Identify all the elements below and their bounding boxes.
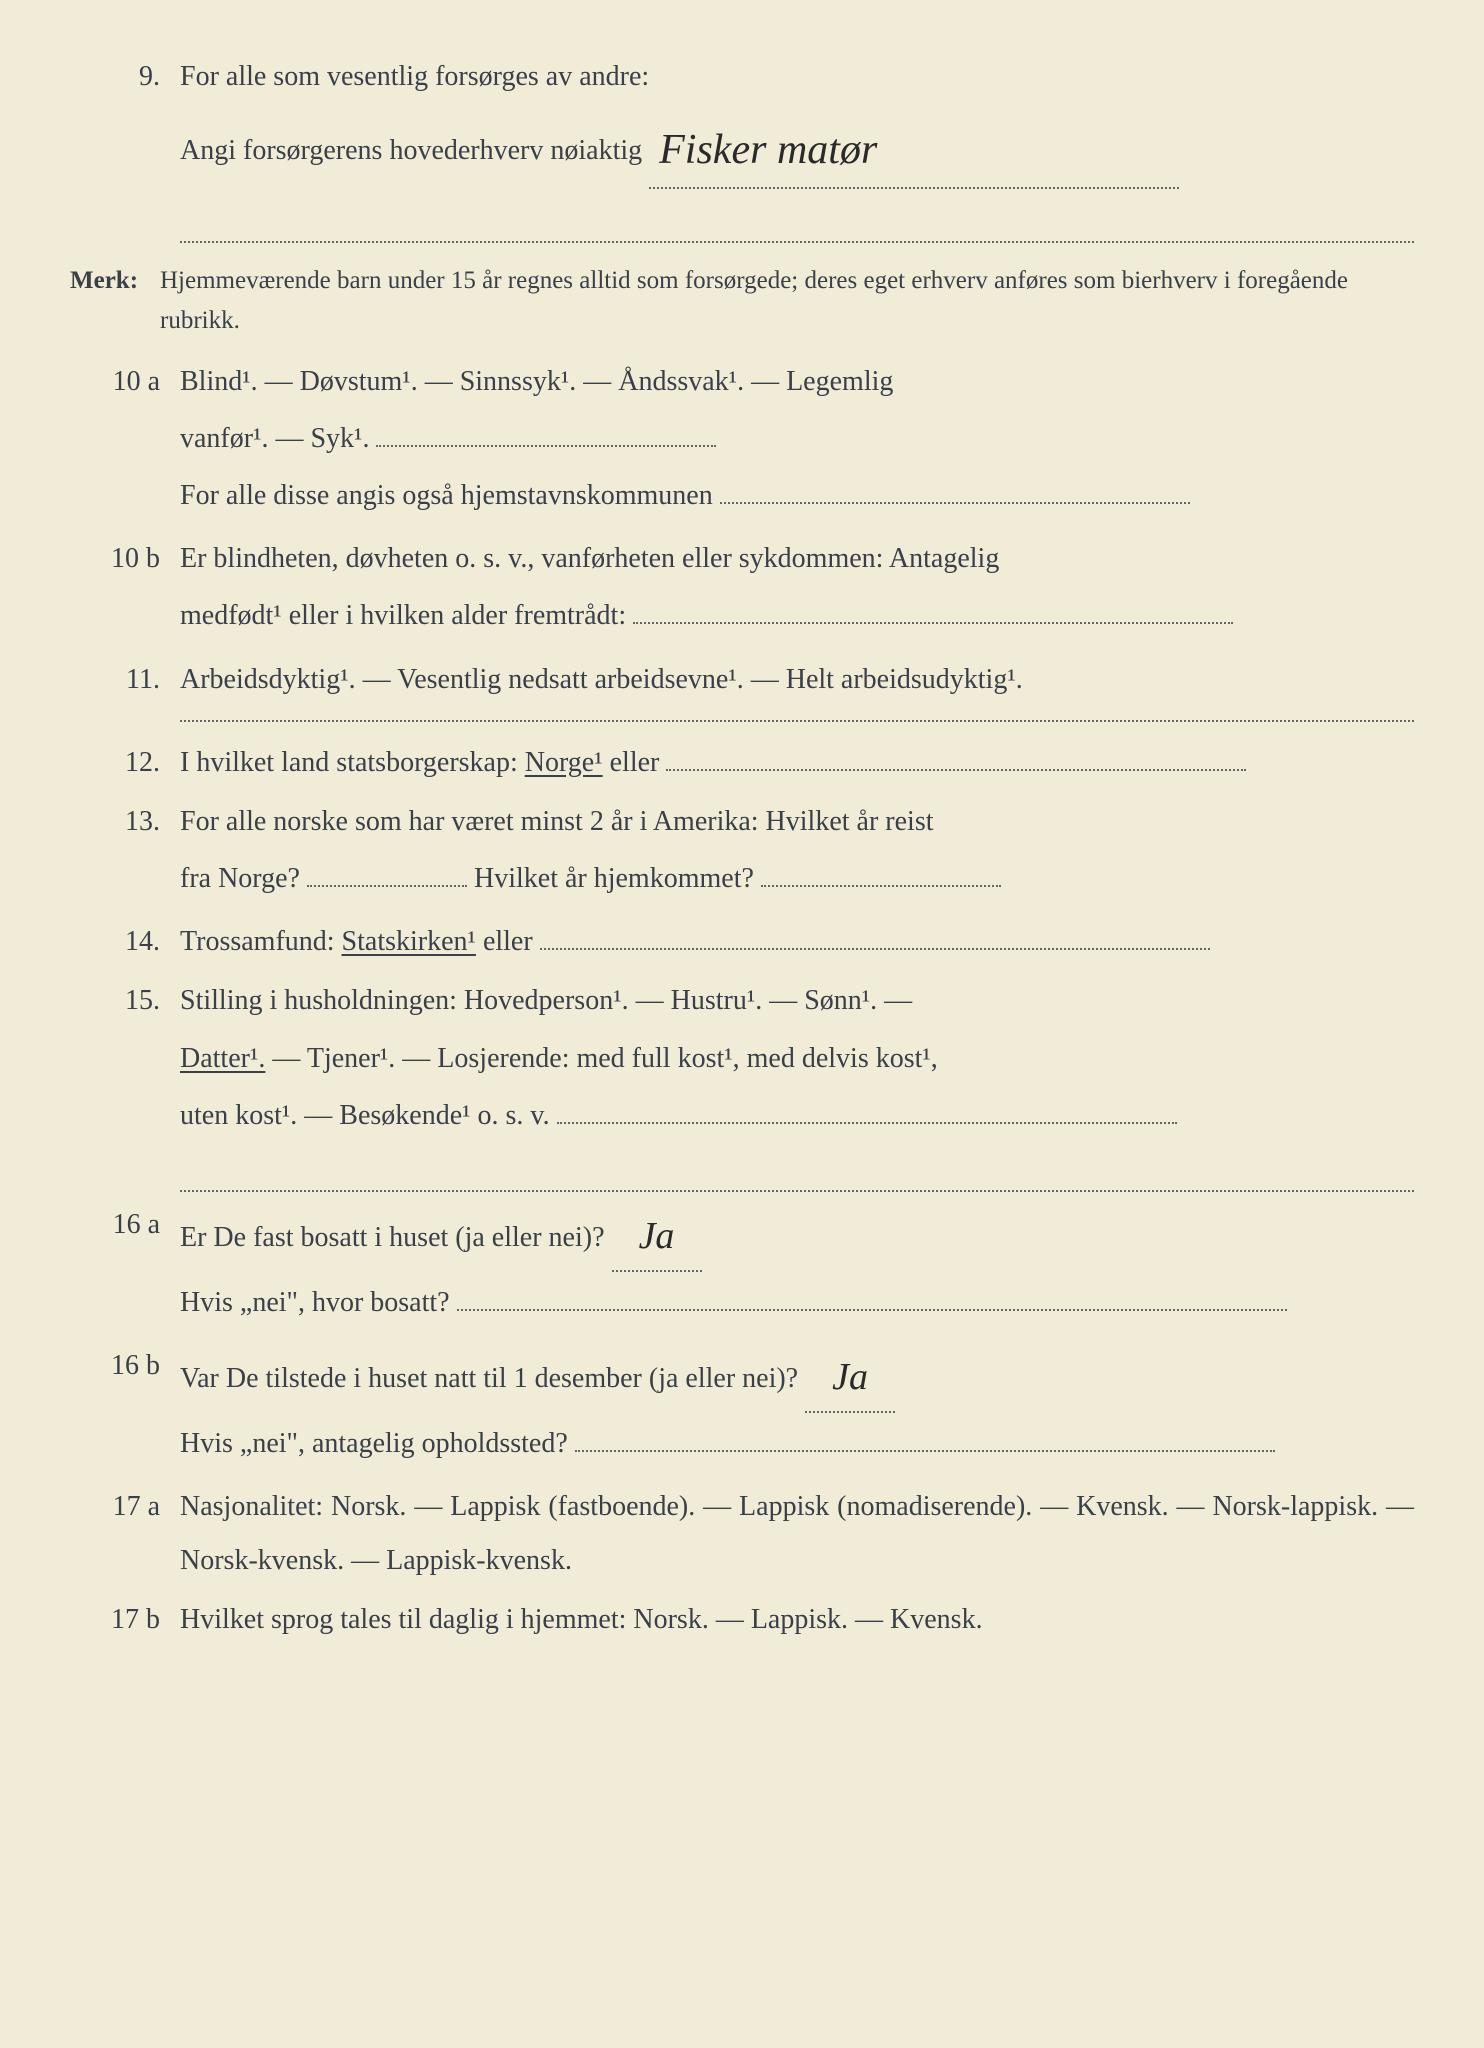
q15-line2-rest: — Tjener¹. — Losjerende: med full kost¹,… [272,1043,937,1074]
question-16b: 16 b Var De tilstede i huset natt til 1 … [70,1339,1414,1474]
q10b-line2: medfødt¹ eller i hvilken alder fremtrådt… [180,600,626,631]
question-12: 12. I hvilket land statsborgerskap: Norg… [70,736,1414,789]
q13-returned: Hvilket år hjemkommet? [474,863,754,894]
divider-11 [180,720,1414,722]
question-9: 9. For alle som vesentlig forsørges av a… [70,50,1414,243]
q10a-number: 10 a [70,355,180,408]
q14-number: 14. [70,915,180,968]
q13-year-return-blank[interactable] [761,885,1001,887]
q15-blank[interactable] [557,1122,1177,1124]
q12-pre: I hvilket land statsborgerskap: [180,747,525,778]
q16a-answer-ja: Ja [639,1215,675,1257]
q10b-number: 10 b [70,532,180,585]
question-16a: 16 a Er De fast bosatt i huset (ja eller… [70,1198,1414,1333]
q14-blank[interactable] [540,948,1210,950]
q15-line1: Stilling i husholdningen: Hovedperson¹. … [180,974,1414,1027]
q10a-kommune-blank[interactable] [720,502,1190,504]
q17b-number: 17 b [70,1593,180,1646]
question-17a: 17 a Nasjonalitet: Norsk. — Lappisk (fas… [70,1480,1414,1586]
q16b-location-blank[interactable] [575,1450,1275,1452]
q11-number: 11. [70,653,180,706]
q16a-if-no: Hvis „nei", hvor bosatt? [180,1287,450,1318]
q13-year-left-blank[interactable] [307,885,467,887]
q10a-line2: vanfør¹. — Syk¹. [180,423,369,454]
merk-note: Merk: Hjemmeværende barn under 15 år reg… [70,261,1414,341]
q12-blank[interactable] [666,769,1246,771]
q15-line3: uten kost¹. — Besøkende¹ o. s. v. [180,1100,550,1131]
merk-text: Hjemmeværende barn under 15 år regnes al… [160,261,1414,341]
q16a-number: 16 a [70,1198,180,1251]
q9-number: 9. [70,50,180,103]
q10b-line1: Er blindheten, døvheten o. s. v., vanfør… [180,532,1414,585]
q14-answer-statskirken: Statskirken¹ [342,926,476,957]
q13-line1: For alle norske som har været minst 2 år… [180,795,1414,848]
q17a-number: 17 a [70,1480,180,1533]
q9-handwritten-answer: Fisker matør [659,127,877,173]
merk-label: Merk: [70,261,160,301]
q10a-line1: Blind¹. — Døvstum¹. — Sinnssyk¹. — Åndss… [180,355,1414,408]
q11-text: Arbeidsdyktig¹. — Vesentlig nedsatt arbe… [180,653,1414,706]
q15-answer-datter: Datter¹. [180,1043,265,1074]
q17b-text: Hvilket sprog tales til daglig i hjemmet… [180,1593,1414,1646]
question-13: 13. For alle norske som har været minst … [70,795,1414,909]
question-14: 14. Trossamfund: Statskirken¹ eller [70,915,1414,968]
q12-post: eller [610,747,660,778]
question-11: 11. Arbeidsdyktig¹. — Vesentlig nedsatt … [70,653,1414,706]
q10a-blank[interactable] [376,445,716,447]
q13-number: 13. [70,795,180,848]
question-10b: 10 b Er blindheten, døvheten o. s. v., v… [70,532,1414,646]
q16b-answer-field[interactable]: Ja [805,1339,895,1413]
q10b-blank[interactable] [633,622,1233,624]
question-17b: 17 b Hvilket sprog tales til daglig i hj… [70,1593,1414,1646]
question-10a: 10 a Blind¹. — Døvstum¹. — Sinnssyk¹. — … [70,355,1414,527]
q13-from-norway: fra Norge? [180,863,300,894]
q14-post: eller [483,926,533,957]
q14-pre: Trossamfund: [180,926,342,957]
q9-continuation-line[interactable] [180,207,1414,243]
census-form-page: 9. For alle som vesentlig forsørges av a… [0,0,1484,1692]
q16b-answer-ja: Ja [832,1356,868,1398]
q12-answer-norge: Norge¹ [525,747,603,778]
q9-line2-label: Angi forsørgerens hovederhverv nøiaktig [180,135,642,166]
q16a-question: Er De fast bosatt i huset (ja eller nei)… [180,1222,605,1253]
q16a-answer-field[interactable]: Ja [612,1198,702,1272]
q16b-question: Var De tilstede i huset natt til 1 desem… [180,1363,798,1394]
q16a-address-blank[interactable] [457,1309,1287,1311]
q9-answer-field[interactable]: Fisker matør [649,107,1179,189]
q9-line1: For alle som vesentlig forsørges av andr… [180,50,1414,103]
q16b-number: 16 b [70,1339,180,1392]
question-15: 15. Stilling i husholdningen: Hovedperso… [70,974,1414,1191]
q12-number: 12. [70,736,180,789]
q16b-if-no: Hvis „nei", antagelig opholdssted? [180,1428,568,1459]
q17a-text: Nasjonalitet: Norsk. — Lappisk (fastboen… [180,1480,1414,1586]
q15-continuation-line[interactable] [180,1156,1414,1192]
q15-number: 15. [70,974,180,1027]
q10a-line3: For alle disse angis også hjemstavnskomm… [180,480,713,511]
